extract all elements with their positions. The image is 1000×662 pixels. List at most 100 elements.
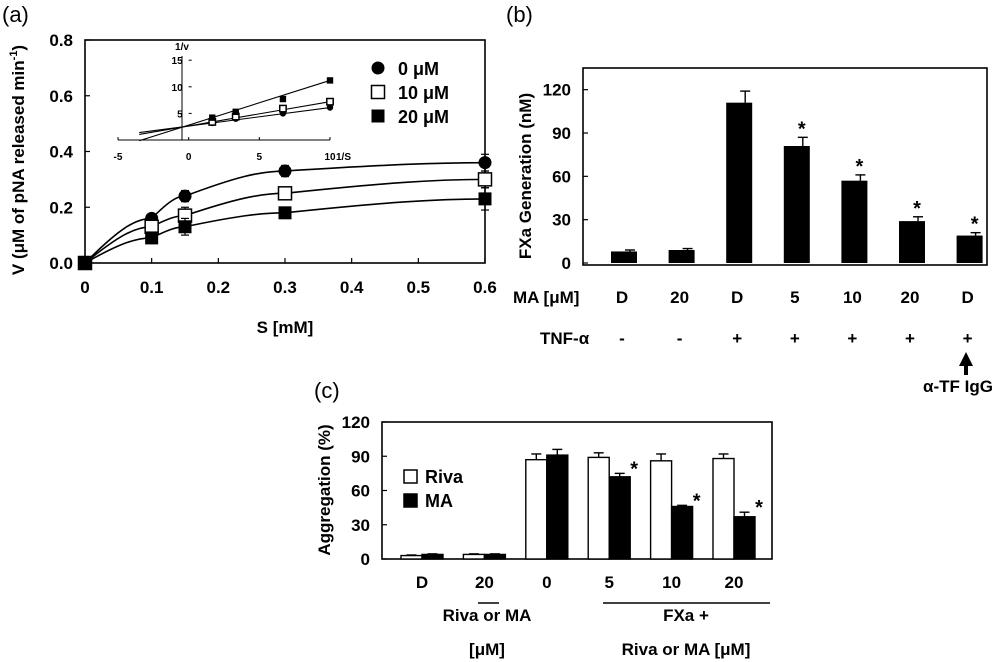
panel-c-legend: Riva MA bbox=[403, 467, 464, 511]
arrow-up-icon bbox=[959, 352, 973, 366]
a-x-tick-label: 0.2 bbox=[207, 278, 231, 297]
inset-x-axis-label: 1/S bbox=[336, 152, 351, 163]
a-x-tick-label: 0.1 bbox=[140, 278, 164, 297]
b-ma-category-label: 20 bbox=[901, 288, 920, 307]
a-y-tick-label: 0.6 bbox=[49, 87, 73, 106]
panel-c-group-label-1-line-1: Riva or MA bbox=[443, 606, 532, 625]
b-tnf-sign: - bbox=[619, 329, 625, 348]
c-significance-star: * bbox=[630, 458, 638, 480]
c-bar-ma bbox=[670, 505, 694, 560]
b-ma-category-label: 20 bbox=[670, 288, 689, 307]
c-bar-riva bbox=[649, 460, 673, 560]
b-ma-category-label: D bbox=[616, 288, 628, 307]
a-data-point bbox=[477, 172, 493, 187]
a-data-point bbox=[145, 231, 159, 245]
a-data-point bbox=[278, 206, 292, 220]
a-x-tick-label: 0.6 bbox=[473, 278, 497, 297]
panel-a-legend: 0 μM 10 μM 20 μM bbox=[370, 59, 449, 127]
panel-a-x-ticks: 0 0.1 0.2 0.3 0.4 0.5 0.6 bbox=[80, 258, 497, 297]
a-legend-marker bbox=[371, 61, 385, 75]
b-significance-star: * bbox=[856, 156, 864, 178]
c-bar-ma bbox=[733, 516, 756, 560]
panel-b-ma-row-label: MA [μM] bbox=[513, 288, 579, 307]
b-bar bbox=[841, 180, 868, 263]
c-x-tick-label: 10 bbox=[662, 573, 681, 592]
b-ma-category-label: D bbox=[731, 288, 743, 307]
a-legend-marker bbox=[371, 109, 385, 123]
c-bar-ma bbox=[608, 476, 631, 560]
panel-a-label: (a) bbox=[2, 2, 29, 27]
inset-x-tick-label: 10 bbox=[324, 152, 336, 163]
c-y-tick-label: 120 bbox=[342, 413, 370, 432]
panel-a-y-label-part-1: V ( bbox=[9, 253, 28, 275]
a-series-line-2 bbox=[84, 198, 486, 264]
panel-b-antibody-annotation: α-TF IgG bbox=[923, 377, 993, 396]
a-x-tick-label: 0.3 bbox=[273, 278, 297, 297]
a-legend-label: 0 μM bbox=[398, 59, 439, 79]
c-bar-riva bbox=[587, 456, 610, 560]
inset-data-point bbox=[232, 108, 239, 116]
panel-b-plot-frame bbox=[582, 67, 988, 266]
a-legend-label: 10 μM bbox=[398, 83, 449, 103]
a-y-tick-label: 0.0 bbox=[49, 254, 73, 273]
panel-a-y-label-part-4: ) bbox=[9, 45, 28, 51]
b-y-tick-label: 0 bbox=[562, 254, 571, 273]
panel-b-y-ticks: 0 30 60 90 120 bbox=[543, 81, 588, 273]
b-ma-category-label: D bbox=[961, 288, 973, 307]
panel-b-category-rows: D - 20 - D +5 +10 +20 + D + bbox=[616, 288, 974, 348]
b-significance-star: * bbox=[913, 198, 921, 220]
a-y-tick-label: 0.4 bbox=[49, 143, 73, 162]
panel-c-group-label-2-line-1: FXa + bbox=[663, 606, 709, 625]
panel-a-y-label-part-2: μM of pNA released min bbox=[9, 60, 28, 253]
a-data-point bbox=[78, 256, 92, 270]
panel-c-group-label-2-line-2: Riva or MA [μM] bbox=[622, 640, 751, 659]
b-ma-category-label: 10 bbox=[843, 288, 862, 307]
panel-b-tnf-row-label: TNF-α bbox=[540, 329, 590, 348]
b-ma-category-label: 5 bbox=[790, 288, 799, 307]
c-bar-ma bbox=[546, 454, 569, 560]
inset-data-point bbox=[326, 77, 334, 84]
a-y-tick-label: 0.8 bbox=[49, 31, 73, 50]
b-y-tick-label: 30 bbox=[552, 211, 571, 230]
panel-c-y-ticks: 0 30 60 90 120 bbox=[342, 413, 387, 569]
inset-x-tick-label: 5 bbox=[257, 152, 263, 163]
c-bar-riva bbox=[462, 553, 486, 560]
c-x-tick-label: 5 bbox=[604, 573, 613, 592]
c-x-tick-label: 0 bbox=[542, 573, 551, 592]
c-y-tick-label: 60 bbox=[351, 482, 370, 501]
c-bar-riva bbox=[712, 457, 735, 560]
panel-a-y-label-superscript: -1 bbox=[8, 51, 20, 61]
panel-a-y-axis-label: V (μM of pNA released min-1) bbox=[8, 45, 28, 275]
c-bar-riva bbox=[400, 554, 423, 560]
b-bar bbox=[611, 251, 637, 263]
c-legend-swatch bbox=[403, 469, 418, 484]
panel-b-bars: * * * * bbox=[611, 90, 983, 264]
inset-x-tick-label: 0 bbox=[186, 152, 192, 163]
a-y-tick-label: 0.2 bbox=[49, 198, 73, 217]
panel-c: (c) 0 30 60 90 120 Aggregation (%) * * * Riva M… bbox=[314, 378, 773, 659]
a-data-point bbox=[178, 189, 192, 203]
panel-c-bars: * * * bbox=[400, 448, 763, 560]
a-data-point bbox=[478, 156, 492, 170]
b-y-tick-label: 60 bbox=[552, 167, 571, 186]
c-x-tick-label: 20 bbox=[725, 573, 744, 592]
c-significance-star: * bbox=[693, 490, 701, 512]
b-significance-star: * bbox=[798, 118, 806, 140]
panel-c-group-label-1-line-2: [μM] bbox=[469, 640, 505, 659]
c-bar-ma bbox=[421, 553, 444, 560]
a-data-point bbox=[278, 164, 292, 178]
panel-b-y-axis-label: FXa Generation (nM) bbox=[516, 93, 535, 259]
b-bar bbox=[668, 250, 695, 263]
a-data-point bbox=[277, 186, 293, 201]
inset-y-axis-label: 1/v bbox=[175, 42, 189, 53]
c-bar-ma bbox=[483, 553, 507, 560]
arrow-up-icon-stem bbox=[964, 365, 968, 375]
b-y-tick-label: 90 bbox=[552, 124, 571, 143]
panel-b-label: (b) bbox=[506, 2, 533, 27]
panel-a-series bbox=[77, 153, 493, 271]
a-legend-label: 20 μM bbox=[398, 107, 449, 127]
b-bar bbox=[726, 102, 753, 264]
b-tnf-sign: + bbox=[963, 329, 973, 348]
inset-data-point bbox=[278, 104, 287, 113]
